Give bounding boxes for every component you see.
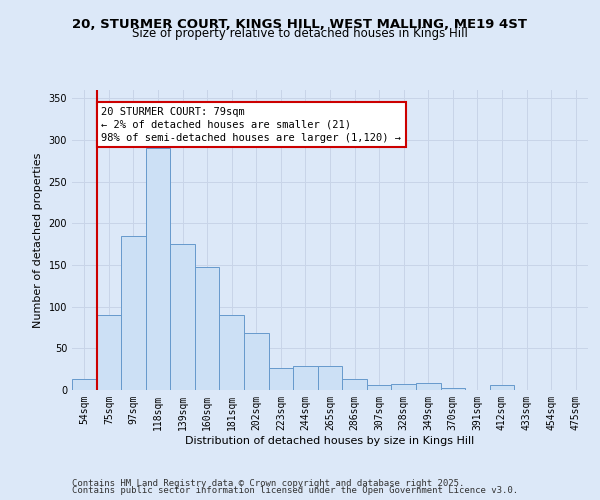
Text: 20, STURMER COURT, KINGS HILL, WEST MALLING, ME19 4ST: 20, STURMER COURT, KINGS HILL, WEST MALL… (73, 18, 527, 30)
Y-axis label: Number of detached properties: Number of detached properties (33, 152, 43, 328)
Bar (440, 388, 465, 390)
Bar (269, 368, 293, 390)
Bar (416, 384, 440, 390)
Text: Contains HM Land Registry data © Crown copyright and database right 2025.: Contains HM Land Registry data © Crown c… (72, 478, 464, 488)
Bar (195, 266, 220, 390)
Bar (391, 384, 416, 390)
Bar (367, 385, 391, 390)
Bar (244, 334, 269, 390)
Bar (170, 244, 195, 390)
Bar (220, 315, 244, 390)
Bar (293, 366, 318, 390)
Bar (318, 366, 342, 390)
Bar (146, 148, 170, 390)
Text: Contains public sector information licensed under the Open Government Licence v3: Contains public sector information licen… (72, 486, 518, 495)
Bar (342, 379, 367, 390)
Bar (72, 379, 97, 390)
X-axis label: Distribution of detached houses by size in Kings Hill: Distribution of detached houses by size … (185, 436, 475, 446)
Text: 20 STURMER COURT: 79sqm
← 2% of detached houses are smaller (21)
98% of semi-det: 20 STURMER COURT: 79sqm ← 2% of detached… (101, 106, 401, 143)
Bar (121, 236, 146, 390)
Bar (490, 385, 514, 390)
Text: Size of property relative to detached houses in Kings Hill: Size of property relative to detached ho… (132, 28, 468, 40)
Bar (97, 315, 121, 390)
